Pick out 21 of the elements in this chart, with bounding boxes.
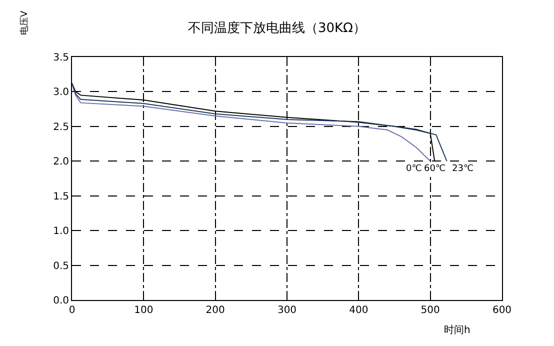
x-tick-label: 0 — [68, 305, 76, 316]
y-tick-label: 0.0 — [53, 296, 69, 306]
y-axis-title: 电压V — [19, 10, 30, 35]
y-tick-label: 1.5 — [53, 191, 69, 202]
x-tick-label: 100 — [134, 305, 154, 316]
x-tick-label: 200 — [206, 305, 225, 316]
annotation: 0℃ — [406, 164, 422, 174]
chart-title: 不同温度下放电曲线（30KΩ） — [188, 20, 366, 36]
y-tick-label: 0.5 — [53, 260, 69, 272]
x-tick-label: 300 — [277, 305, 297, 316]
x-tick-label: 600 — [492, 305, 512, 316]
y-tick-label: 2.5 — [53, 122, 69, 133]
y-tick-label: 3.5 — [53, 52, 69, 64]
y-tick-label: 3.0 — [53, 87, 69, 98]
x-tick-label: 400 — [349, 305, 368, 316]
y-tick-label: 1.0 — [53, 226, 69, 238]
annotation: 23℃ — [452, 164, 474, 174]
annotation: 60℃ — [424, 164, 446, 174]
x-tick-label: 500 — [420, 305, 440, 316]
x-axis-title: 时间h — [444, 324, 470, 336]
y-tick-label: 2.0 — [53, 156, 69, 168]
